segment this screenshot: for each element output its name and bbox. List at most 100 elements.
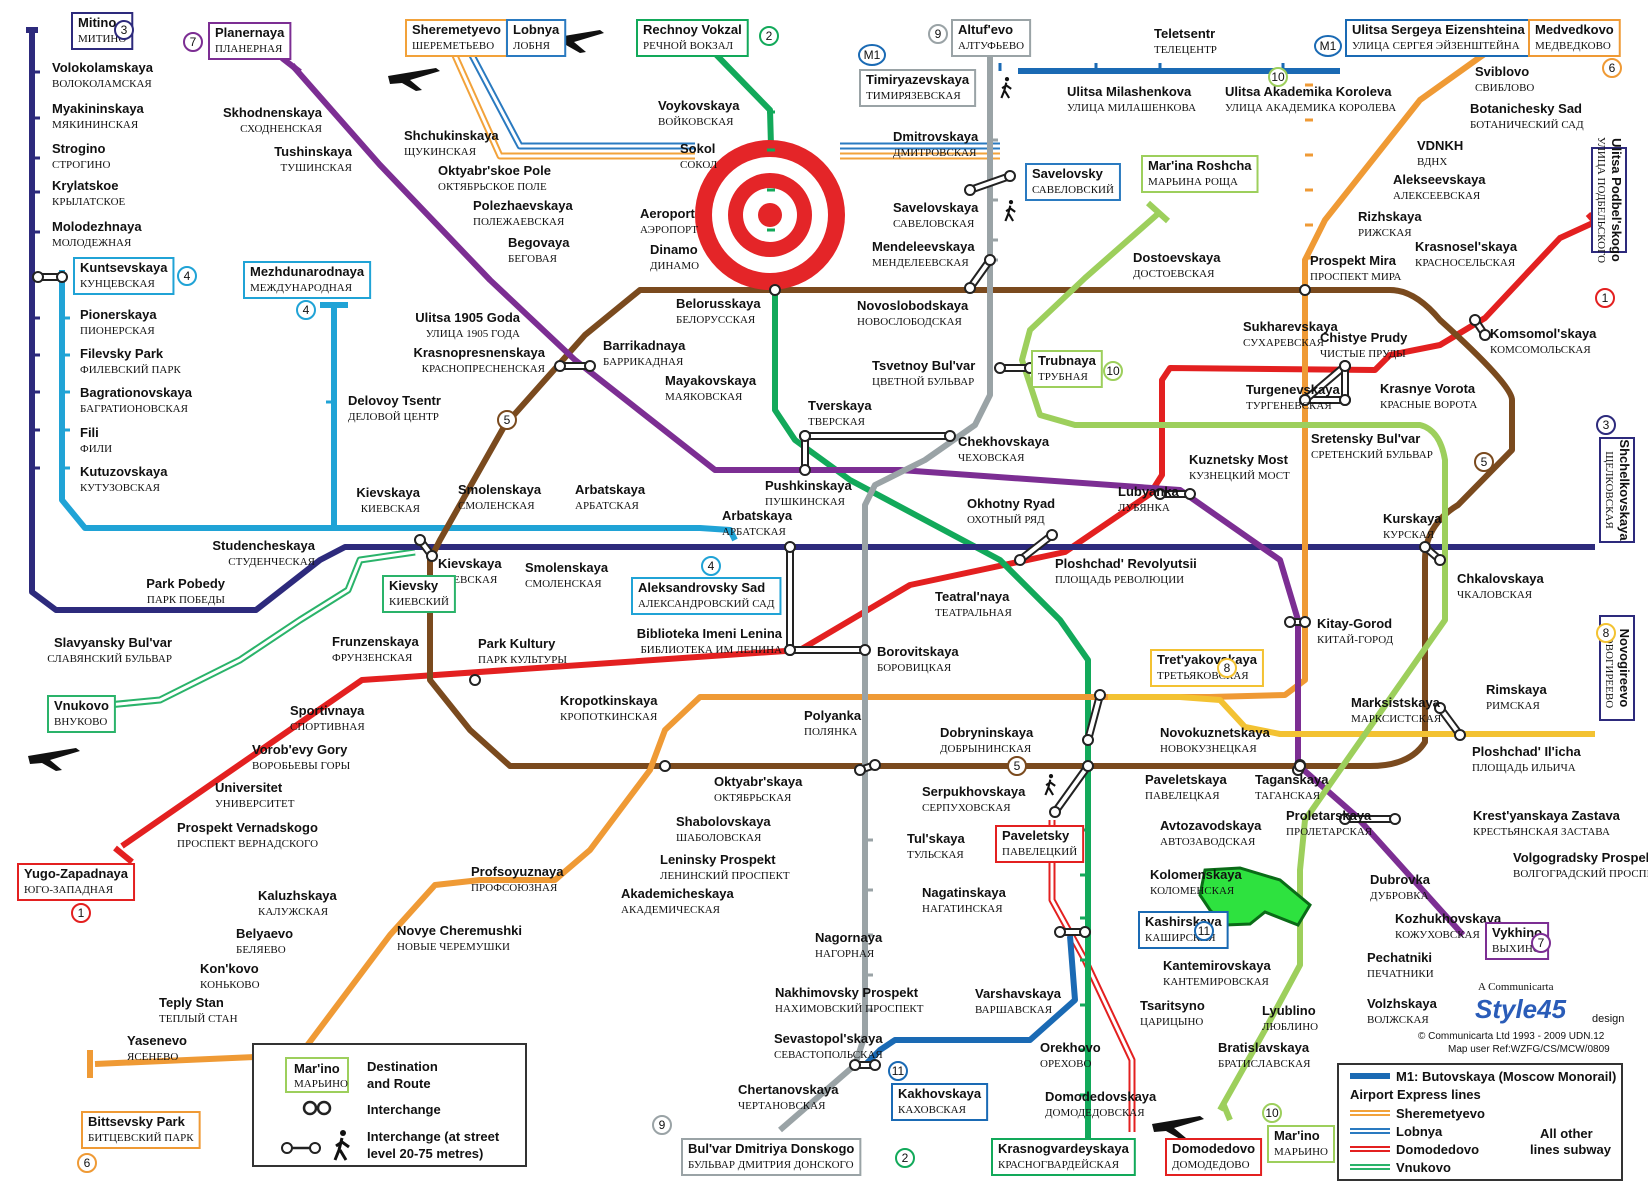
station-name-en: Arbatskaya bbox=[575, 482, 646, 497]
station-name-ru: БЕЛЯЕВО bbox=[236, 944, 286, 956]
station-name-ru: РИЖСКАЯ bbox=[1358, 227, 1412, 239]
interchange-node bbox=[964, 282, 976, 294]
station-name-ru: МОЛОДЕЖНАЯ bbox=[52, 237, 132, 249]
station-name-en: Smolenskaya bbox=[525, 560, 609, 575]
line-number-badge: 3 bbox=[114, 20, 134, 40]
badge-number: 8 bbox=[1603, 626, 1610, 640]
monorail-badge-shape bbox=[858, 44, 886, 66]
station-name-ru: СЕВАСТОПОЛЬСКАЯ bbox=[774, 1049, 883, 1061]
station-name-ru: ЩЕЛКОВСКАЯ bbox=[1603, 451, 1615, 529]
station-name-en: Rechnoy Vokzal bbox=[643, 22, 742, 37]
interchange-node bbox=[56, 271, 68, 283]
station-label-profsoyuznaya: Profsoyuznaya ПРОФСОЮЗНАЯ bbox=[471, 864, 564, 894]
line-number-badge: 5 bbox=[1007, 756, 1027, 776]
station-label-volzhskaya: Volzhskaya ВОЛЖСКАЯ bbox=[1367, 996, 1438, 1026]
badge-number: 7 bbox=[1538, 936, 1545, 950]
station-name-en: Chekhovskaya bbox=[958, 434, 1050, 449]
station-name-en: Krasnye Vorota bbox=[1380, 381, 1476, 396]
station-name-en: Yugo-Zapadnaya bbox=[24, 866, 129, 881]
station-box bbox=[951, 19, 1032, 57]
station-name-ru: КРАСНОГВАРДЕЙСКАЯ bbox=[998, 1159, 1120, 1171]
walker-body bbox=[1000, 82, 1012, 99]
line-number-badge: 11 bbox=[1194, 921, 1214, 941]
station-label-novokuznetskaya: Novokuznetskaya НОВОКУЗНЕЦКАЯ bbox=[1160, 725, 1271, 755]
line-3-arbatsko-pokrovskaya bbox=[26, 27, 1595, 613]
station-name-en: Ulitsa Akademika Koroleva bbox=[1225, 84, 1392, 99]
station-name-en: Tsvetnoy Bul'var bbox=[872, 358, 975, 373]
badge-circle bbox=[114, 20, 134, 40]
station-label-nagornaya: Nagornaya НАГОРНАЯ bbox=[815, 930, 883, 960]
station-label-dmitriya_donskogo: Bul'var Dmitriya Donskogo БУЛЬВАР ДМИТРИЯ… bbox=[681, 1138, 862, 1176]
station-box bbox=[636, 19, 749, 57]
station-name-ru: МЕНДЕЛЕЕВСКАЯ bbox=[872, 257, 969, 269]
station-name-en: Kozhukhovskaya bbox=[1395, 911, 1502, 926]
badge-number: 4 bbox=[303, 303, 310, 317]
badge-circle bbox=[1103, 361, 1123, 381]
station-name-ru: СОКОЛ bbox=[680, 159, 718, 171]
station-name-en: Pushkinskaya bbox=[765, 478, 852, 493]
station-name-ru: САВЕЛОВСКАЯ bbox=[893, 218, 975, 230]
legend-monorail-label: M1: Butovskaya (Moscow Monorail) bbox=[1396, 1069, 1616, 1084]
station-label-begovaya: Begovaya БЕГОВАЯ bbox=[508, 235, 570, 265]
station-name-ru: САВЕЛОВСКИЙ bbox=[1032, 184, 1114, 196]
interchange-node bbox=[1434, 554, 1446, 566]
station-name-en: Savelovskaya bbox=[893, 200, 979, 215]
interchange-node bbox=[984, 254, 996, 266]
station-label-krasnoselskaya: Krasnosel'skaya КРАСНОСЕЛЬСКАЯ bbox=[1415, 239, 1518, 269]
station-box bbox=[47, 695, 116, 733]
station-name-en: Medvedkovo bbox=[1535, 22, 1614, 37]
station-node bbox=[469, 674, 481, 686]
pointing-hand-icon bbox=[1198, 866, 1312, 927]
station-label-dostoevskaya: Dostoevskaya ДОСТОЕВСКАЯ bbox=[1133, 250, 1221, 280]
station-labels: Mitino МИТИНО Volokolamskaya ВОЛОКОЛАМСКАЯ M… bbox=[17, 12, 1648, 1176]
station-label-kuznetsky: Kuznetsky Most КУЗНЕЦКИЙ МОСТ bbox=[1189, 452, 1290, 482]
station-name-ru: ПРОСПЕКТ МИРА bbox=[1310, 271, 1402, 283]
station-name-ru: КОНЬКОВО bbox=[200, 979, 260, 991]
station-label-polyanka: Polyanka ПОЛЯНКА bbox=[804, 708, 862, 738]
station-name-en: Novye Cheremushki bbox=[397, 923, 522, 938]
station-name-en: Leninsky Prospekt bbox=[660, 852, 776, 867]
station-name-en: Sheremetyevo bbox=[412, 22, 501, 37]
station-name-en: Shchelkovskaya bbox=[1617, 439, 1632, 541]
station-label-krasnogvardeyskaya: Krasnogvardeyskaya КРАСНОГВАРДЕЙСКАЯ bbox=[991, 1138, 1136, 1176]
station-name-ru: КОЖУХОВСКАЯ bbox=[1395, 929, 1481, 941]
station-name-ru: ПИОНЕРСКАЯ bbox=[80, 325, 155, 337]
badge-number: 2 bbox=[766, 29, 773, 43]
station-node bbox=[1294, 760, 1306, 772]
badge-circle bbox=[296, 300, 316, 320]
station-label-sevastopolskaya: Sevastopol'skaya СЕВАСТОПОЛЬСКАЯ bbox=[774, 1031, 883, 1061]
station-label-sokol: Sokol СОКОЛ bbox=[680, 141, 718, 171]
station-node bbox=[659, 760, 671, 772]
station-name-ru: ВОРОБЬЕВЫ ГОРЫ bbox=[252, 760, 351, 772]
walker-body bbox=[1004, 205, 1016, 222]
station-label-ulitsa_korolyova: Ulitsa Akademika Koroleva УЛИЦА АКАДЕМИКА… bbox=[1225, 84, 1396, 114]
station-name-ru: МЯКИНИНСКАЯ bbox=[52, 119, 139, 131]
station-label-park_pobedy: Park Pobedy ПАРК ПОБЕДЫ bbox=[146, 576, 226, 606]
station-label-sviblovo: Sviblovo СВИБЛОВО bbox=[1475, 64, 1534, 94]
station-name-en: Krasnopresnenskaya bbox=[413, 345, 545, 360]
badge-circle bbox=[652, 1115, 672, 1135]
station-label-pechatniki: Pechatniki ПЕЧАТНИКИ bbox=[1367, 950, 1434, 980]
station-name-en: Ploshchad' Il'icha bbox=[1472, 744, 1582, 759]
station-name-en: Molodezhnaya bbox=[52, 219, 142, 234]
station-name-ru: КОМСОМОЛЬСКАЯ bbox=[1490, 344, 1591, 356]
legend-route-label: and Route bbox=[367, 1076, 431, 1091]
station-label-timiryazevskaya: Timiryazevskaya ТИМИРЯЗЕВСКАЯ bbox=[859, 69, 977, 107]
interchange-node bbox=[1454, 729, 1466, 741]
station-label-prospekt_mira: Prospekt Mira ПРОСПЕКТ МИРА bbox=[1310, 253, 1402, 283]
line-10-lyublinskaya bbox=[1019, 209, 1448, 1112]
badge-number: 10 bbox=[1271, 70, 1285, 84]
line-number-badge: 2 bbox=[759, 26, 779, 46]
legend-box-express bbox=[1337, 1063, 1623, 1181]
station-label-smolenskaya_a: Smolenskaya СМОЛЕНСКАЯ bbox=[458, 482, 542, 512]
station-name-en: Sokol bbox=[680, 141, 715, 156]
station-name-en: Belorusskaya bbox=[676, 296, 761, 311]
target-ring bbox=[758, 203, 782, 227]
station-box bbox=[1599, 437, 1635, 543]
credit-map-ref: Map user Ref:WZFG/CS/MCW/0809 bbox=[1448, 1044, 1610, 1055]
badge-number: 9 bbox=[935, 27, 942, 41]
station-name-ru: ВДНХ bbox=[1417, 156, 1447, 168]
station-name-ru: КРАСНЫЕ ВОРОТА bbox=[1380, 399, 1477, 411]
station-name-en: Orekhovo bbox=[1040, 1040, 1101, 1055]
line-7-terminus-cap bbox=[280, 55, 302, 75]
